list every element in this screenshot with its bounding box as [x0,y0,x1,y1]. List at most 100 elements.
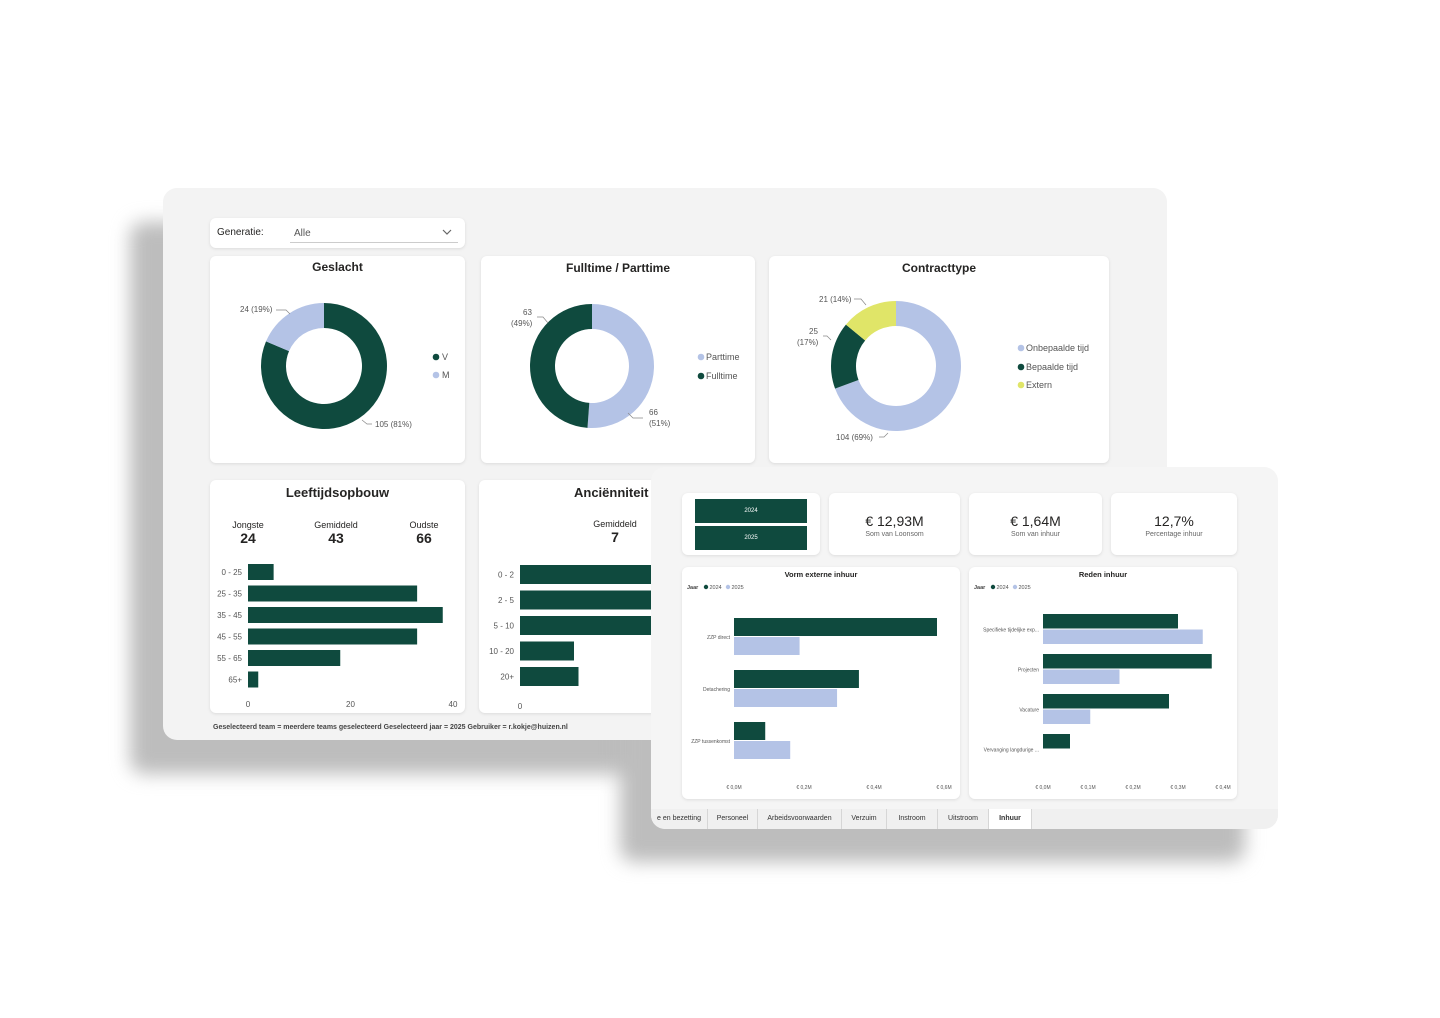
year-button-2024[interactable]: 2024 [695,499,807,523]
filter-dropdown[interactable]: Alle [290,223,458,243]
contracttype-title: Contracttype [901,261,976,275]
bar [248,650,341,666]
filter-value: Alle [294,228,311,239]
category-label: Projecten [1018,668,1039,674]
category-label: 45 - 55 [217,633,242,642]
geslacht-card: Geslacht 24 (19%) 105 (81%) V M [210,256,465,463]
slice-parttime [587,304,655,428]
vorm-title: Vorm externe inhuur [784,570,858,579]
slice-m [266,303,324,352]
tab-verzuim[interactable]: Verzuim [842,809,887,829]
x-tick-label: € 0,6M [936,785,951,791]
category-label: 5 - 10 [494,622,515,631]
leeftijd-bar-chart: 0 - 25 25 - 35 35 - 45 45 - 55 55 - 65 65+ 0 20… [217,564,458,709]
category-label: Detachering [703,687,730,693]
stat-gemiddeld: Gemiddeld 7 [585,519,645,545]
reden-bar-chart: Jaar 2024 2025 Specifieke tijdelijke exp...… [974,584,1231,791]
category-label: 35 - 45 [217,611,242,620]
x-tick-label: € 0,2M [1125,785,1140,791]
category-label: ZZP direct [707,635,731,641]
leeftijdsopbouw-card: Leeftijdsopbouw Jongste 24 Gemiddeld 43 … [210,480,465,713]
stat-gemiddeld: Gemiddeld 43 [306,520,366,546]
bar [520,565,660,584]
stat-jongste: Jongste 24 [218,520,278,546]
bar [520,641,574,661]
category-label: 0 - 25 [222,568,243,577]
front-dashboard-screen: 2024 2025 € 12,93M Som van Loonsom € 1,6… [651,467,1278,829]
legend-onbepaalde: Onbepaalde tijd [1026,343,1089,353]
category-label: Specifieke tijdelijke exp... [983,628,1039,634]
tab-personeel[interactable]: Personeel [708,809,758,829]
legend-m: M [442,370,450,380]
contracttype-donut: 21 (14%) 25 (17%) 104 (69%) Onbepaalde t… [797,295,1089,442]
bar-2024 [1043,614,1178,629]
geslacht-donut: 24 (19%) 105 (81%) V M [240,303,450,429]
category-label: ZZP tussenkomst [691,739,730,745]
legend-title: Jaar [974,585,986,591]
legend-dot-2024 [703,584,709,590]
bar-2025 [734,637,800,655]
reden-title: Reden inhuur [1078,570,1128,579]
label-parttime-num: 66 [649,408,658,417]
label-fulltime-pct: (49%) [511,319,533,328]
category-label: 10 - 20 [489,647,514,656]
bar [520,590,655,610]
bar-2025 [734,689,838,707]
vorm-externe-inhuur-card: Vorm externe inhuur Jaar 2024 2025 ZZP dire… [682,567,960,799]
label-m: 24 (19%) [240,305,273,314]
legend-parttime: Parttime [706,352,740,362]
kpi-loonsom: € 12,93M Som van Loonsom [829,493,960,555]
tab-formatie[interactable]: e en bezetting [651,809,708,829]
stat-oudste: Oudste 66 [394,520,454,546]
bar [248,585,418,602]
bar [248,607,443,623]
legend-2025: 2025 [732,585,744,591]
year-button-2025[interactable]: 2025 [695,526,807,550]
legend-bepaalde: Bepaalde tijd [1026,362,1078,372]
tab-inhuur[interactable]: Inhuur [989,809,1032,829]
fulltime-title: Fulltime / Parttime [565,261,671,275]
year-slicer: 2024 2025 [682,493,820,555]
kpi-label: Som van inhuur [1010,531,1061,538]
legend-2024: 2024 [997,585,1009,591]
kpi-value: € 12,93M [865,513,924,529]
bar-2024 [1043,734,1070,749]
category-label: Vervanging langdurige ... [984,748,1039,754]
bar [248,671,259,688]
stat-value: 43 [328,530,344,546]
slice-bepaalde-tijd [831,324,866,389]
x-tick-label: 0 [246,700,251,709]
bar-2024 [734,722,766,740]
kpi-label: Som van Loonsom [865,531,924,538]
contracttype-card: Contracttype 21 (14%) 25 (17%) 104 (69%)… [769,256,1109,463]
legend-dot-2024 [990,584,996,590]
footer-filter-info: Geselecteerd team = meerdere teams gesel… [213,724,568,731]
bar [248,564,274,580]
slice-v [261,303,387,429]
page-tabs: e en bezetting Personeel Arbeidsvoorwaar… [651,809,1278,829]
legend-dot-2025 [725,584,731,590]
bar-2025 [1043,709,1091,724]
kpi-inhuur: € 1,64M Som van inhuur [969,493,1102,555]
tab-instroom[interactable]: Instroom [887,809,938,829]
fulltime-donut: 63 (49%) 66 (51%) Parttime Fulltime [511,304,740,428]
tab-uitstroom[interactable]: Uitstroom [938,809,989,829]
label-bepaalde-num: 25 [809,327,818,336]
fulltime-card: Fulltime / Parttime 63 (49%) 66 (51%) Pa… [481,256,755,463]
bar-2025 [1043,669,1120,684]
bar-2024 [1043,694,1169,709]
legend-v: V [442,352,448,362]
geslacht-title: Geslacht [312,260,363,274]
category-label: 55 - 65 [217,654,242,663]
generatie-filter[interactable]: Generatie: Alle [210,218,465,248]
tab-arbeidsvoorwaarden[interactable]: Arbeidsvoorwaarden [758,809,842,829]
leeftijd-title: Leeftijdsopbouw [285,485,390,500]
slice-fulltime [530,304,592,428]
anciennit-title: Anciënniteit [574,485,649,500]
x-tick-label: € 0,1M [1080,785,1095,791]
x-tick-label: € 0,4M [866,785,881,791]
bar [520,616,664,635]
category-label: 20+ [500,673,514,682]
label-v: 105 (81%) [375,420,412,429]
